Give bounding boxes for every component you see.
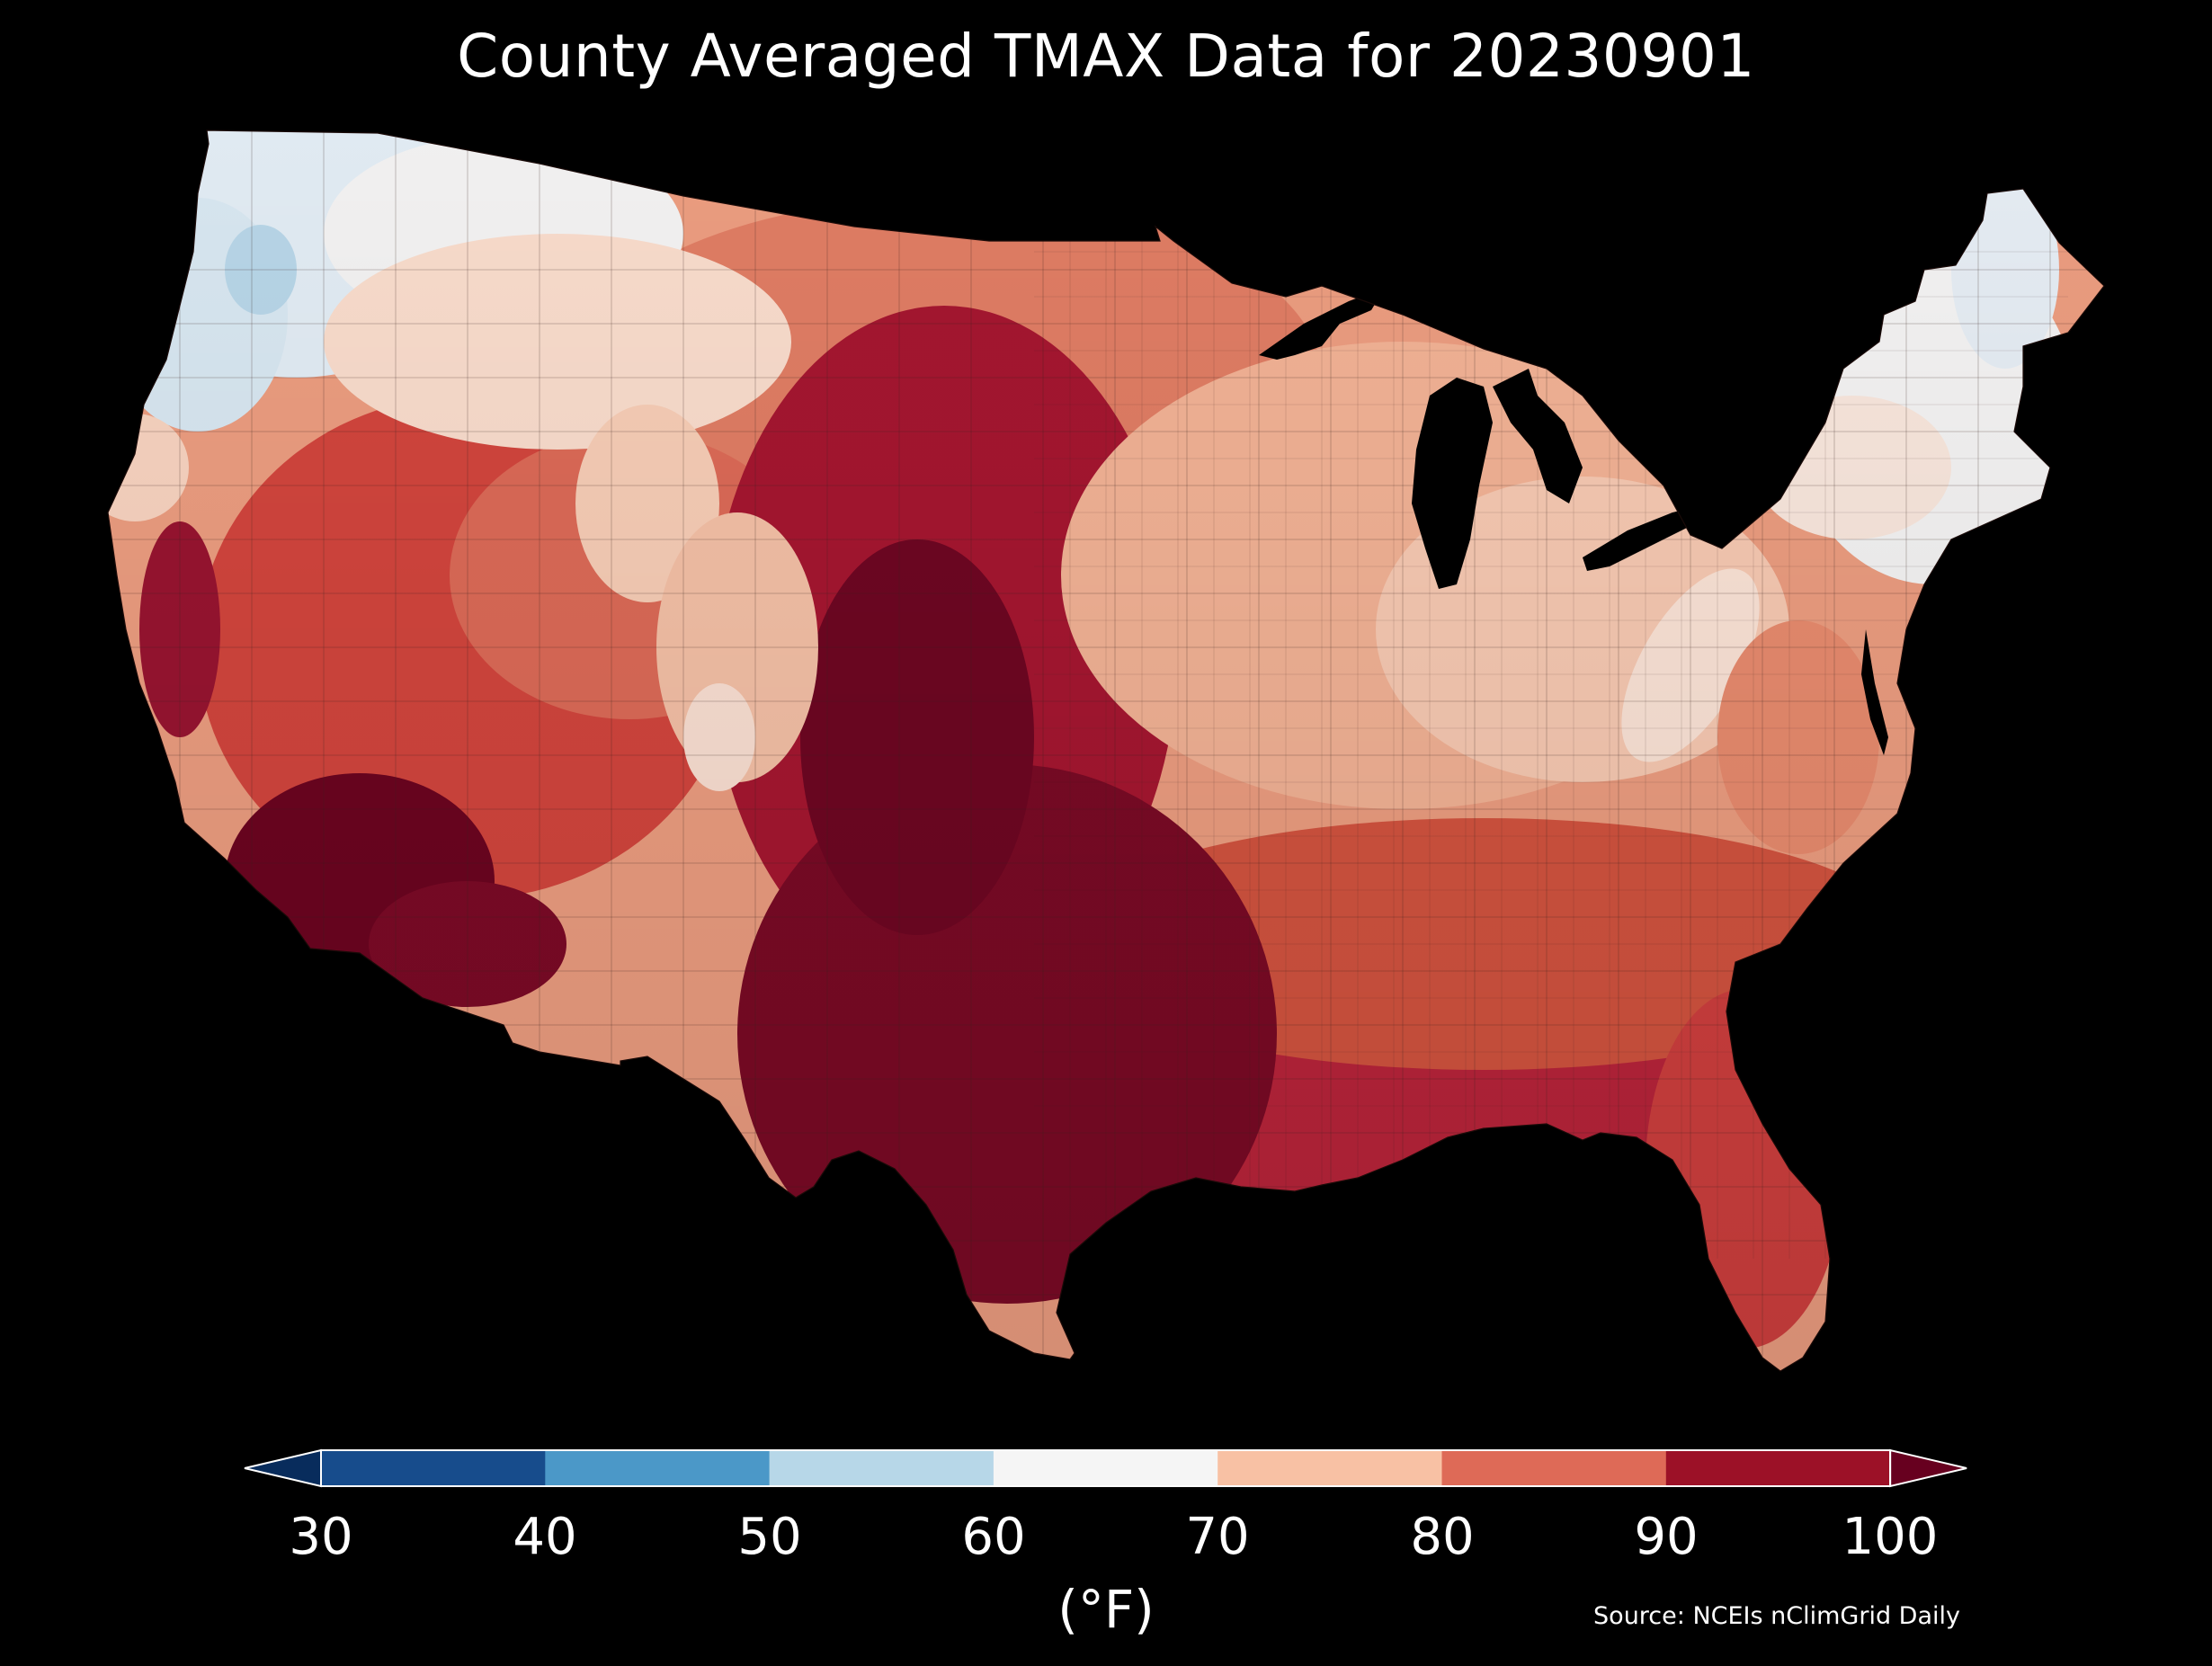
colorbar [244,1448,1967,1488]
colorbar-segment [321,1450,546,1486]
colorbar-segment [769,1450,995,1486]
colorbar-tick: 60 [961,1508,1026,1566]
colorbar-tick: 90 [1634,1508,1699,1566]
colorbar-segment [1665,1450,1891,1486]
colorbar-tick: 80 [1410,1508,1475,1566]
colorbar-tick: 100 [1842,1508,1939,1566]
colorbar-over-arrow [1889,1448,1967,1488]
colorbar-segment [993,1450,1218,1486]
colorbar-unit-label: (°F) [1057,1579,1155,1640]
colorbar-segment [545,1450,771,1486]
colorbar-tick: 30 [289,1508,353,1566]
colorbar-tick: 50 [737,1508,802,1566]
great-lakes [1259,288,1789,589]
source-credit: Source: NCEIs nClimGrid Daily [1593,1602,1960,1630]
colorbar-tick: 70 [1185,1508,1250,1566]
colorbar-segment [1441,1450,1667,1486]
colorbar-segment [1217,1450,1442,1486]
map-title: County Averaged TMAX Data for 20230901 [457,22,1755,91]
colorbar-tick: 40 [513,1508,577,1566]
colorbar-frame [320,1449,1892,1487]
colorbar-under-arrow [244,1448,322,1488]
